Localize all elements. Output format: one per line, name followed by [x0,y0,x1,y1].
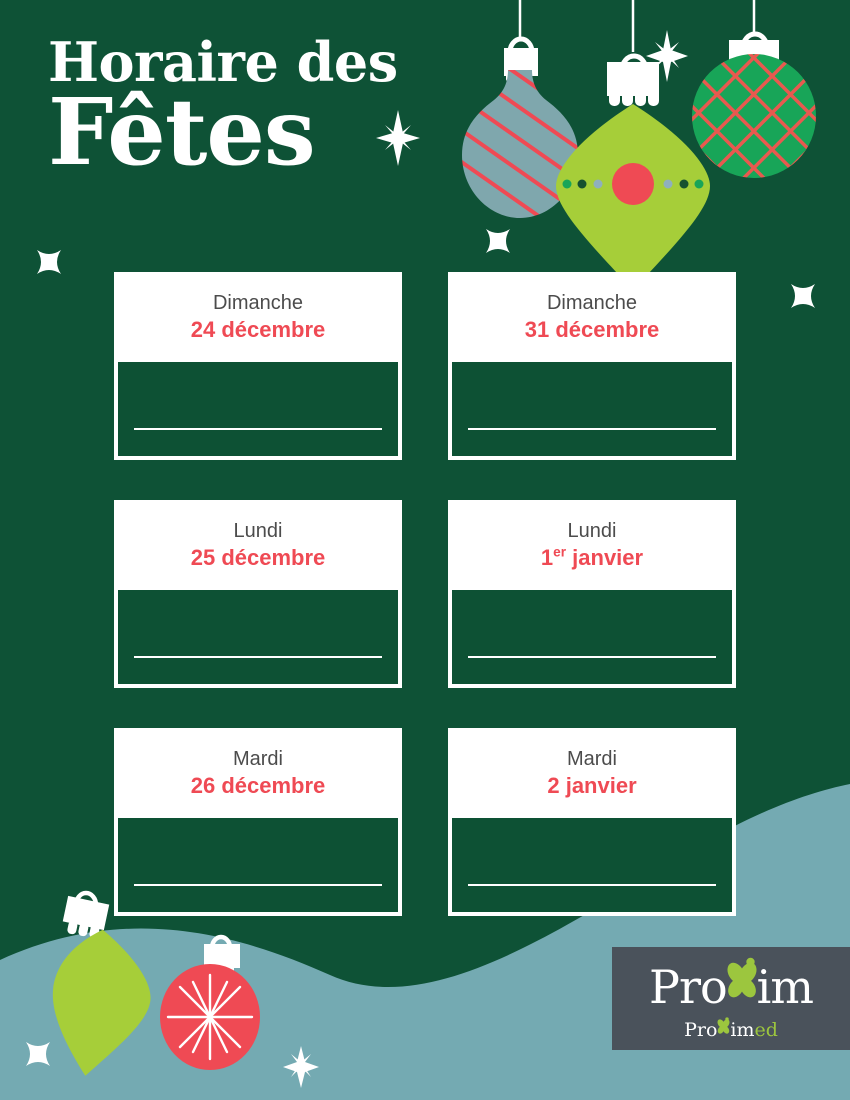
schedule-card-grid: Dimanche 24 décembre Dimanche 31 décembr… [114,272,736,916]
card-hours-area[interactable] [450,360,734,458]
card-hours-area[interactable] [450,816,734,914]
teardrop-ornament [556,0,710,290]
logo-suffix: im [756,960,814,1014]
card-day-label: Mardi [566,748,617,771]
card-day-label: Lundi [233,520,283,543]
hours-write-line [468,656,716,658]
proxim-logo[interactable]: Pro im Pro im ed [612,947,850,1050]
hours-write-line [134,428,382,430]
card-date-label: 2 janvier [547,773,637,799]
card-date-label: 25 décembre [190,545,326,571]
schedule-card: Mardi 2 janvier [448,728,736,916]
card-day-label: Dimanche [212,292,304,315]
card-date-label: 1er janvier [541,544,643,573]
card-day-label: Dimanche [546,292,638,315]
proximed-sub-wordmark: Pro im ed [684,1017,778,1040]
card-header: Dimanche 24 décembre [116,274,400,360]
logo-prefix: Pro [649,960,728,1014]
title-line-2: Fêtes [48,77,316,186]
page-title: Horaire des Fêtes [48,30,398,186]
x-mark-icon-2 [486,229,510,253]
card-hours-area[interactable] [116,588,400,686]
title-line-1: Horaire des [48,30,398,94]
schedule-card: Lundi 1er janvier [448,500,736,688]
date-number: 1 [540,545,554,571]
bottom-teardrop-ornament [52,890,151,1076]
schedule-card: Mardi 26 décembre [114,728,402,916]
card-date-label: 24 décembre [190,317,326,343]
x-mark-icon-3 [791,284,815,308]
sub-butterfly-x-glyph [717,1017,730,1034]
card-hours-area[interactable] [450,588,734,686]
logo-butterfly-x-icon [727,957,757,1010]
sparkle-icon-2 [646,30,688,82]
card-header: Dimanche 31 décembre [450,274,734,360]
sub-butterfly-x-icon [717,1017,730,1040]
schedule-card: Dimanche 24 décembre [114,272,402,460]
card-day-label: Mardi [232,748,283,771]
card-header: Mardi 2 janvier [450,730,734,816]
card-header: Lundi 25 décembre [116,502,400,588]
sparkle-icon-3 [283,1046,319,1088]
sub-prefix: Pro [684,1019,718,1041]
sub-accent: ed [754,1019,778,1041]
x-mark-icon-4 [26,1042,50,1066]
butterfly-x-glyph [727,957,757,998]
hours-write-line [134,656,382,658]
hours-write-line [134,884,382,886]
sub-middle: im [730,1019,755,1041]
card-hours-area[interactable] [116,360,400,458]
date-ordinal-suffix: er [553,544,567,560]
bottom-ball-ornament [160,934,260,1070]
card-header: Mardi 26 décembre [116,730,400,816]
hours-write-line [468,428,716,430]
date-month: janvier [566,545,644,571]
logo-wordmark: Pro im [649,957,814,1014]
card-date-label: 26 décembre [190,773,326,799]
schedule-card: Dimanche 31 décembre [448,272,736,460]
sparkle-icon-1 [376,110,420,166]
x-mark-icon-1 [37,250,61,274]
schedule-card: Lundi 25 décembre [114,500,402,688]
card-day-label: Lundi [567,520,617,543]
hours-write-line [468,884,716,886]
card-header: Lundi 1er janvier [450,502,734,588]
lattice-ball-ornament [692,0,816,178]
card-date-label: 31 décembre [524,317,660,343]
card-hours-area[interactable] [116,816,400,914]
